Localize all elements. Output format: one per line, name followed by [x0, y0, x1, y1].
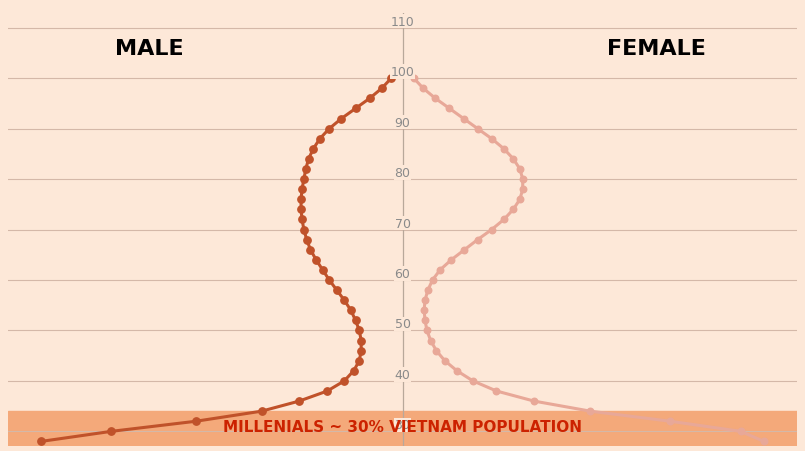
Point — [363, 96, 376, 103]
Point — [514, 166, 526, 173]
Point — [255, 408, 268, 415]
Text: FEMALE: FEMALE — [607, 39, 705, 59]
Point — [401, 65, 414, 73]
Point — [430, 347, 443, 354]
Point — [105, 428, 118, 435]
Text: MALE: MALE — [114, 39, 184, 59]
Point — [330, 287, 343, 294]
Point — [418, 307, 431, 314]
Point — [347, 368, 360, 375]
Point — [323, 277, 336, 284]
Point — [316, 267, 329, 274]
Bar — [8, 411, 797, 446]
Text: 40: 40 — [394, 368, 411, 381]
Point — [420, 327, 433, 334]
Point — [353, 357, 365, 364]
Point — [300, 236, 313, 244]
Point — [295, 196, 308, 203]
Point — [293, 398, 306, 405]
Point — [189, 418, 202, 425]
Point — [507, 156, 520, 163]
Point — [355, 337, 368, 345]
Point — [424, 337, 437, 345]
Point — [298, 176, 311, 183]
Point — [375, 85, 388, 92]
Point — [35, 438, 47, 445]
Point — [485, 226, 498, 234]
Point — [321, 387, 334, 395]
Point — [422, 287, 435, 294]
Point — [516, 176, 529, 183]
Point — [497, 146, 510, 153]
Point — [338, 377, 351, 385]
Point — [349, 106, 362, 113]
Point — [298, 226, 311, 234]
Point — [507, 206, 520, 213]
Point — [514, 196, 526, 203]
Point — [307, 146, 320, 153]
Text: 110: 110 — [390, 16, 415, 28]
Point — [385, 75, 398, 83]
Point — [391, 65, 404, 73]
Point — [419, 317, 431, 324]
Point — [663, 418, 676, 425]
Point — [467, 377, 480, 385]
Point — [349, 317, 362, 324]
Text: 90: 90 — [394, 116, 411, 129]
Point — [304, 247, 317, 254]
Text: 30: 30 — [394, 419, 411, 432]
Text: 80: 80 — [394, 167, 411, 179]
Text: MILLENIALS ~ 30% VIETNAM POPULATION: MILLENIALS ~ 30% VIETNAM POPULATION — [223, 419, 582, 434]
Point — [439, 357, 452, 364]
Point — [407, 75, 420, 83]
Point — [527, 398, 540, 405]
Text: 100: 100 — [390, 66, 415, 79]
Point — [345, 307, 357, 314]
Point — [434, 267, 447, 274]
Point — [323, 126, 336, 133]
Point — [471, 126, 484, 133]
Point — [471, 236, 484, 244]
Point — [734, 428, 747, 435]
Text: 70: 70 — [394, 217, 411, 230]
Point — [497, 216, 510, 224]
Point — [584, 408, 597, 415]
Point — [313, 136, 326, 143]
Point — [429, 96, 442, 103]
Point — [485, 136, 498, 143]
Point — [445, 257, 458, 264]
Point — [299, 166, 312, 173]
Point — [295, 206, 308, 213]
Text: 50: 50 — [394, 318, 411, 331]
Point — [419, 297, 431, 304]
Point — [516, 186, 529, 193]
Point — [443, 106, 456, 113]
Point — [451, 368, 464, 375]
Point — [426, 277, 439, 284]
Point — [295, 216, 308, 224]
Point — [295, 186, 308, 193]
Point — [353, 327, 365, 334]
Text: 60: 60 — [394, 267, 411, 281]
Point — [310, 257, 323, 264]
Point — [417, 85, 430, 92]
Point — [335, 115, 348, 123]
Point — [758, 438, 770, 445]
Point — [355, 347, 368, 354]
Point — [338, 297, 351, 304]
Point — [490, 387, 503, 395]
Point — [302, 156, 315, 163]
Point — [457, 115, 470, 123]
Point — [458, 247, 471, 254]
